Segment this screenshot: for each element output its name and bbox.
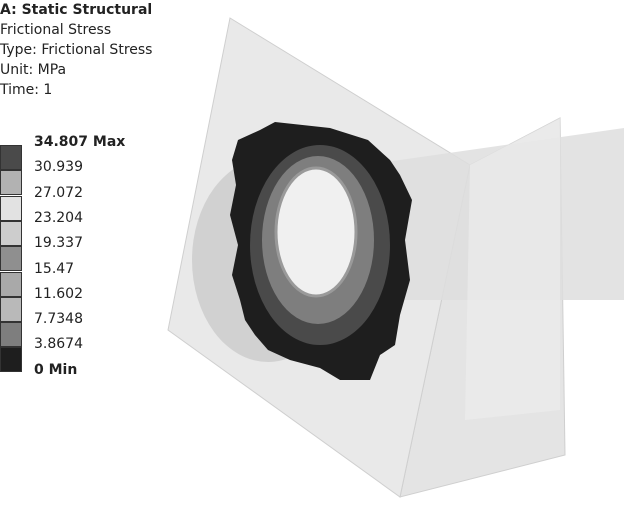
result-time: Time: 1	[0, 82, 53, 98]
bore-hole	[274, 166, 358, 298]
legend-label: 3.8674	[34, 336, 83, 353]
legend-band	[0, 347, 22, 373]
legend-label: 0 Min	[34, 361, 78, 378]
result-type: Type: Frictional Stress	[0, 42, 153, 58]
result-unit: Unit: MPa	[0, 62, 67, 78]
legend-band	[0, 296, 22, 322]
legend-label: 34.807 Max	[34, 134, 126, 150]
legend-label: 11.602	[34, 285, 83, 302]
legend-label: 30.939	[34, 159, 83, 176]
legend-band	[0, 246, 22, 272]
analysis-title: A: Static Structural	[0, 2, 153, 18]
legend-band	[0, 145, 22, 170]
legend-band	[0, 322, 22, 348]
legend-label: 27.072	[34, 184, 83, 201]
legend-band	[0, 170, 22, 196]
block-inner-edge	[465, 118, 560, 420]
legend-label: 7.7348	[34, 311, 83, 328]
legend-band	[0, 220, 22, 246]
legend-band	[0, 271, 22, 297]
result-name: Frictional Stress	[0, 22, 112, 38]
legend-label: 15.47	[34, 260, 75, 277]
legend-label: 19.337	[34, 235, 83, 252]
legend-label: 23.204	[34, 209, 83, 226]
legend-band	[0, 195, 22, 221]
